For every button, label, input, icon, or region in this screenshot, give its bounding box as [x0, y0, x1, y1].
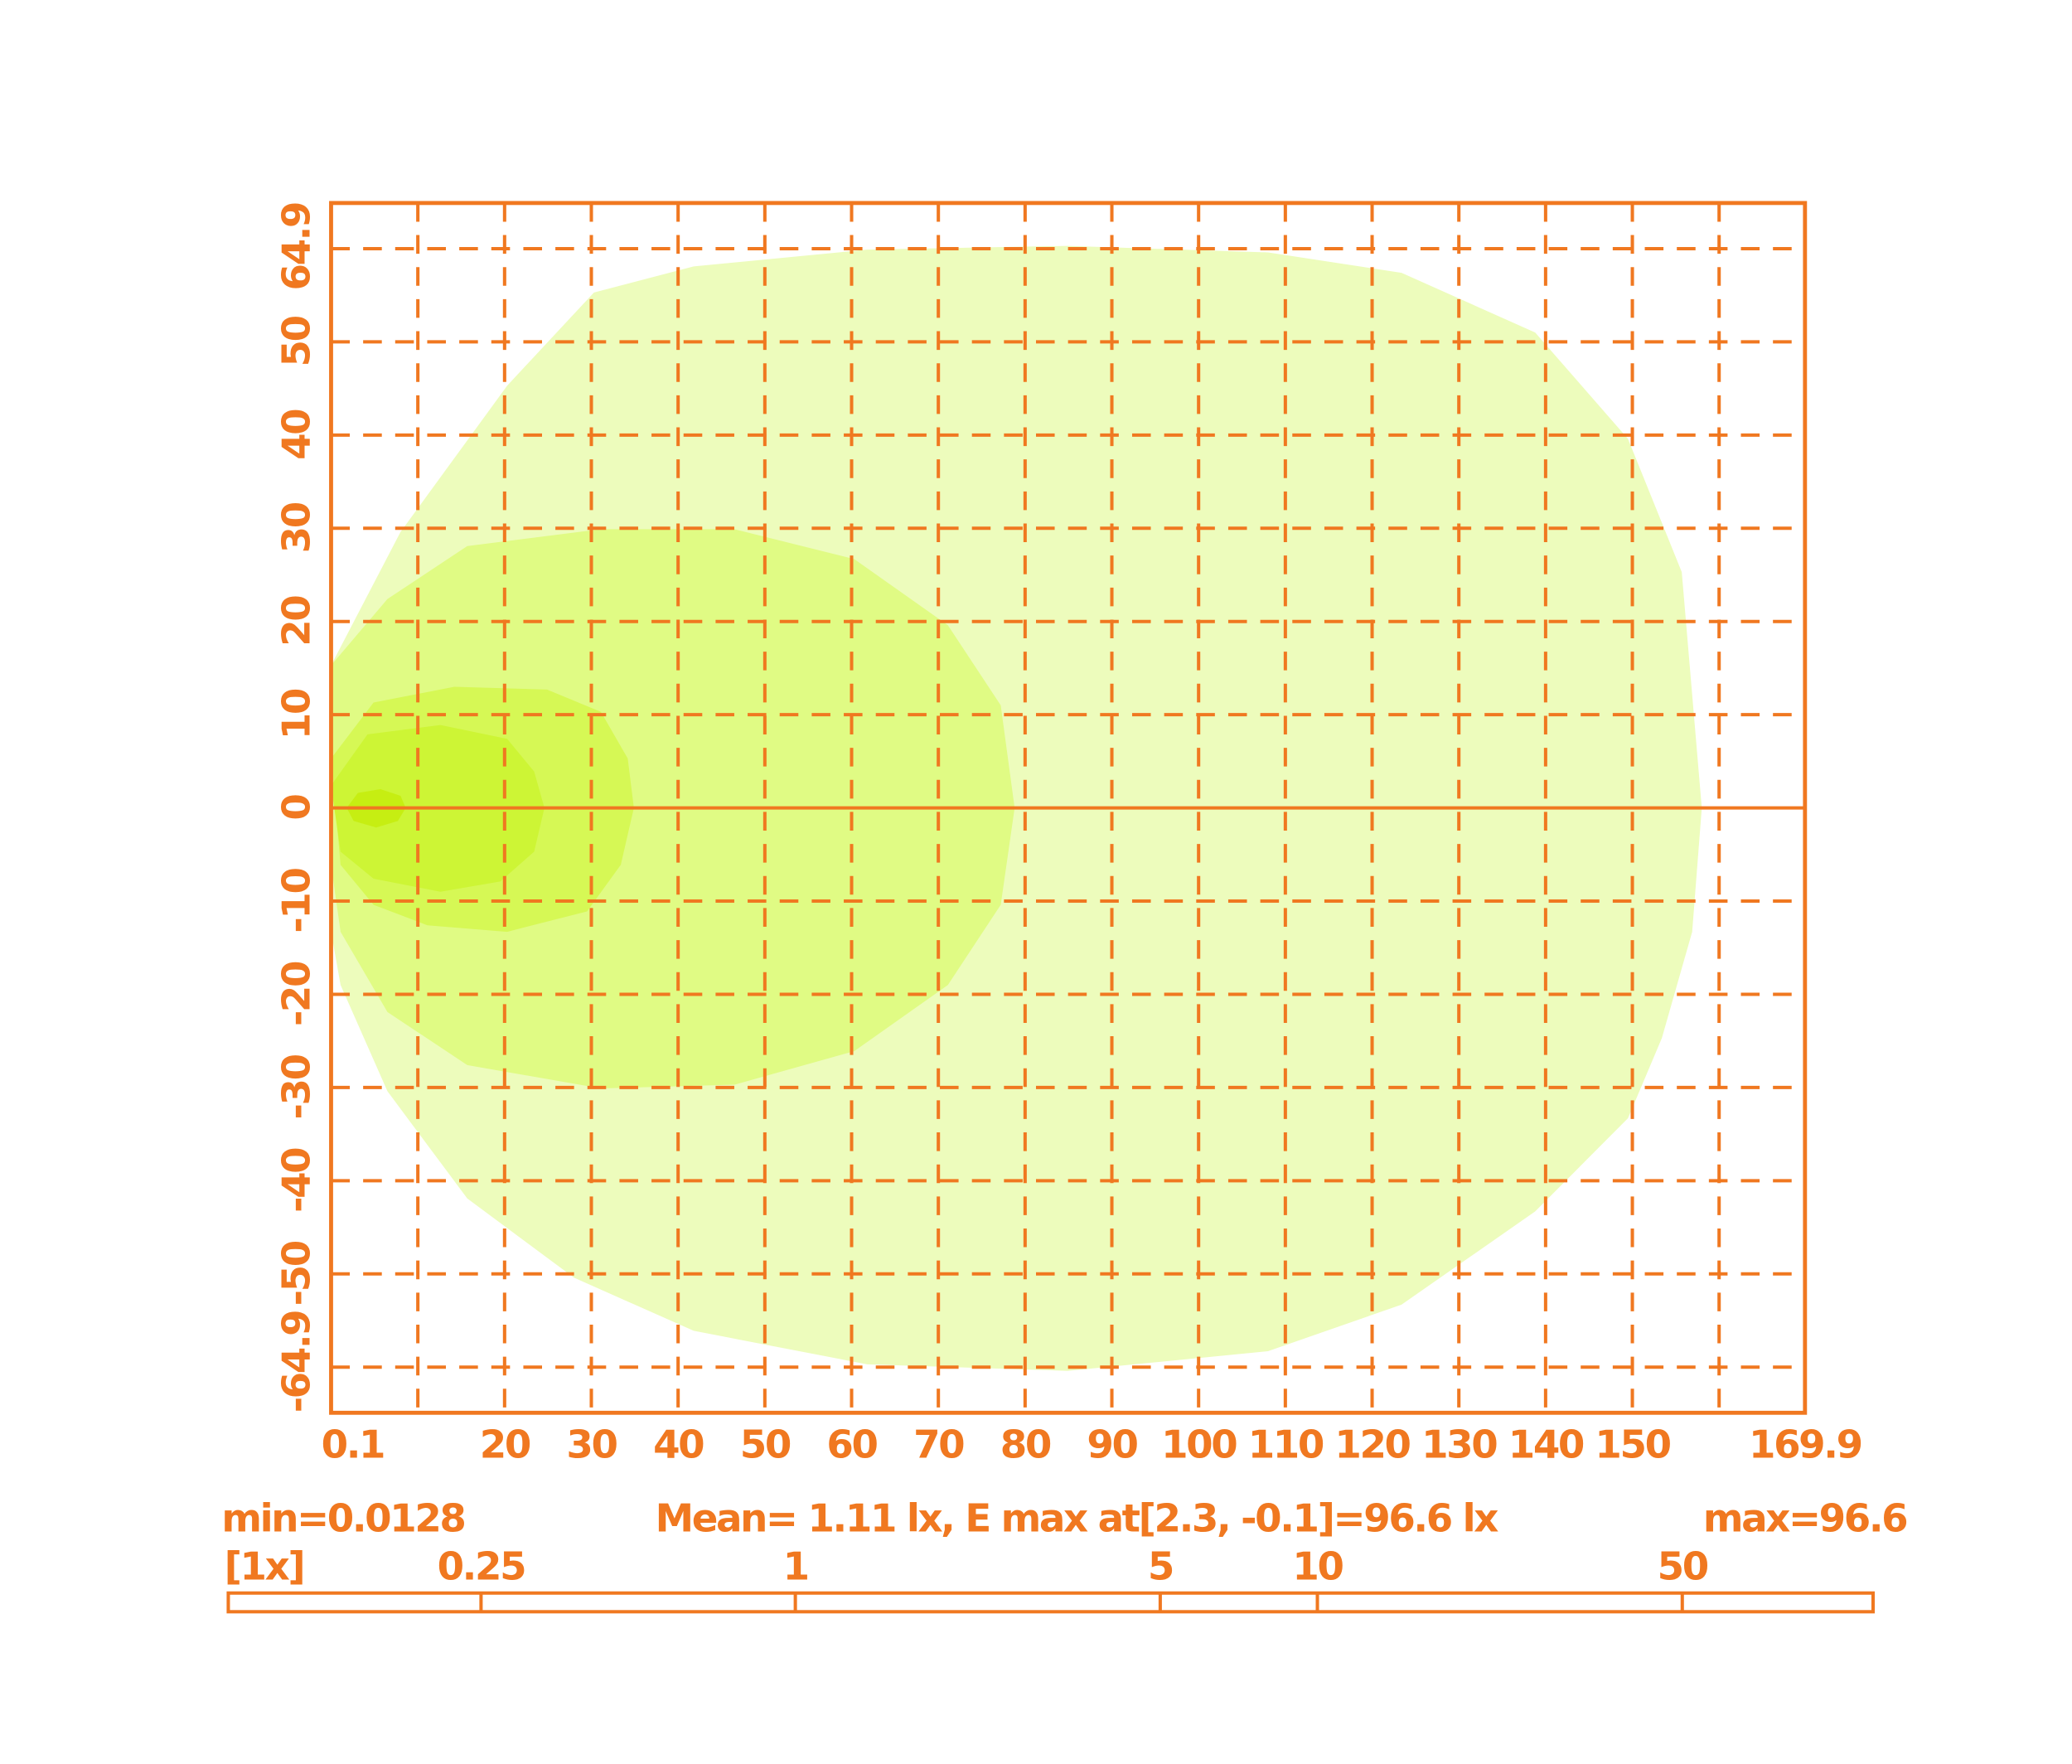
scale-tick-label: 5 [1148, 1544, 1173, 1589]
y-tick-label: 30 [274, 502, 319, 553]
y-tick-label: 40 [274, 410, 319, 460]
x-tick-label: 70 [913, 1423, 964, 1468]
x-tick-label: 140 [1508, 1423, 1584, 1468]
y-tick-label: -50 [274, 1241, 319, 1306]
y-tick-label: 0 [274, 795, 319, 821]
y-tick-label: -10 [274, 869, 319, 933]
y-tick-label: -40 [274, 1148, 319, 1213]
y-tick-label: 10 [274, 689, 319, 739]
y-tick-label: 64.9 [274, 203, 319, 291]
x-tick-label: 30 [566, 1423, 617, 1468]
x-tick-label: 20 [480, 1423, 530, 1468]
y-tick-label: -20 [274, 962, 319, 1026]
scale-tick-label: 50 [1658, 1544, 1708, 1589]
x-tick-label: 0.1 [322, 1423, 385, 1468]
x-tick-label: 120 [1334, 1423, 1410, 1468]
y-tick-label: 20 [274, 596, 319, 647]
y-tick-label: 50 [274, 316, 319, 366]
x-tick-label: 50 [740, 1423, 791, 1468]
x-tick-label: 100 [1161, 1423, 1237, 1468]
plot-frame [329, 201, 1808, 1415]
min-label: min=0.0128 [221, 1496, 464, 1541]
scale-tick-label: 0.25 [438, 1544, 525, 1589]
x-tick-label: 60 [826, 1423, 877, 1468]
x-tick-label: 169.9 [1749, 1423, 1861, 1468]
x-tick-label: 90 [1087, 1423, 1137, 1468]
max-label: max=96.6 [1703, 1496, 1906, 1541]
x-tick-label: 80 [1000, 1423, 1051, 1468]
x-tick-label: 40 [653, 1423, 704, 1468]
x-tick-label: 130 [1421, 1423, 1497, 1468]
x-tick-label: 150 [1595, 1423, 1670, 1468]
scale-label: [1x] [225, 1544, 304, 1589]
scale-tick-label: 10 [1292, 1544, 1343, 1589]
y-tick-label: -64.9 [274, 1311, 319, 1413]
scale-bar [226, 1591, 1876, 1614]
mean-label: Mean= 1.11 lx, E max at[2.3, -0.1]=96.6 … [656, 1496, 1499, 1541]
x-tick-label: 110 [1248, 1423, 1324, 1468]
y-tick-label: -30 [274, 1054, 319, 1119]
scale-tick-label: 1 [783, 1544, 808, 1589]
